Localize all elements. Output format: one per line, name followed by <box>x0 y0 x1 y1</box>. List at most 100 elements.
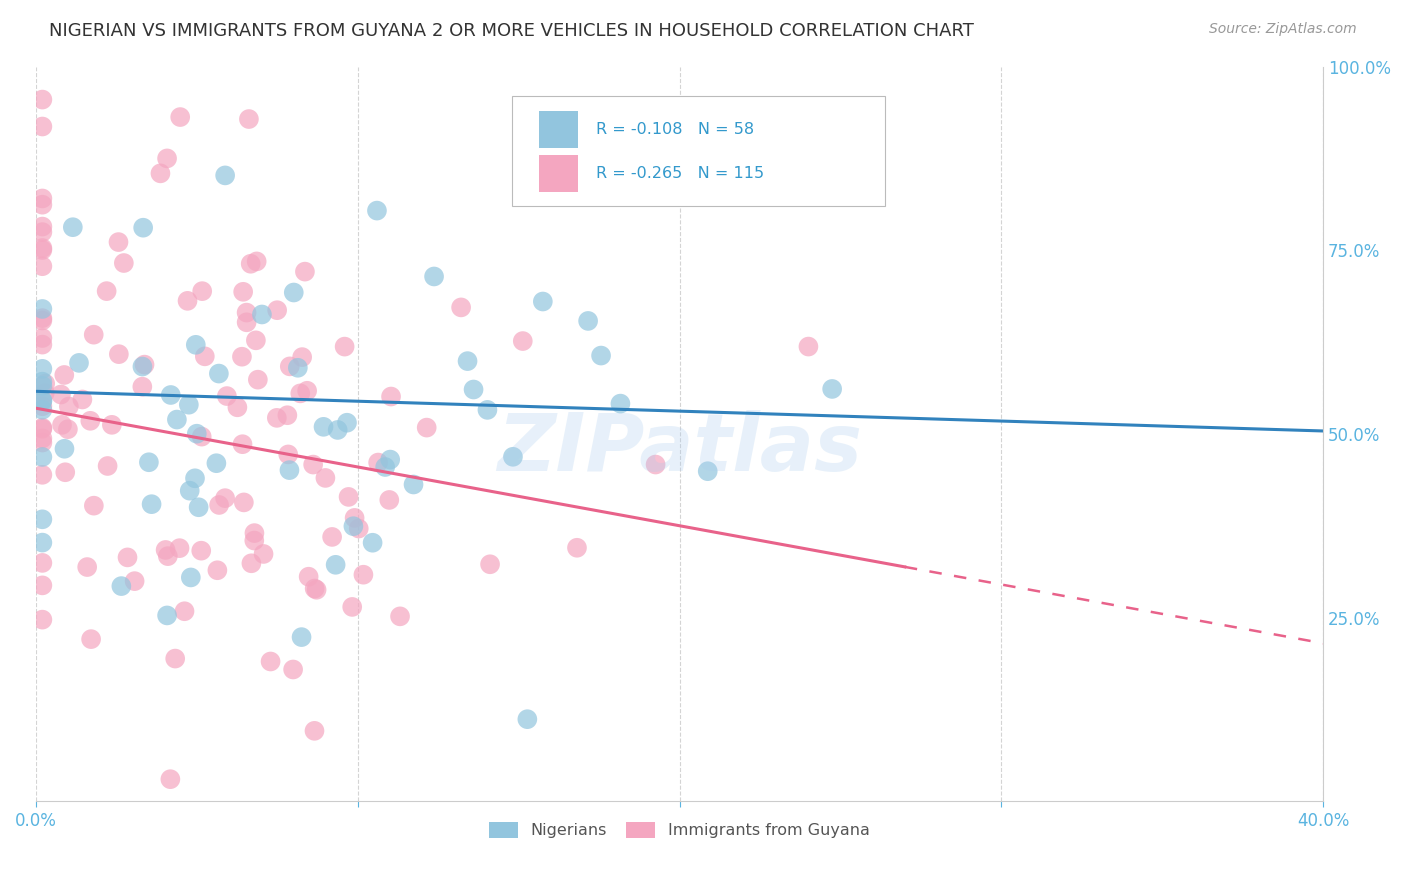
Point <box>266 410 288 425</box>
Point <box>232 285 254 299</box>
Point <box>231 437 253 451</box>
Point <box>304 582 326 596</box>
Point <box>214 169 236 183</box>
Point <box>347 522 370 536</box>
Point <box>31 241 53 255</box>
Point <box>797 340 820 354</box>
Point <box>457 354 479 368</box>
Point <box>380 452 402 467</box>
Point <box>108 347 131 361</box>
Point <box>169 541 191 556</box>
Point <box>343 511 366 525</box>
Point <box>190 543 212 558</box>
Point <box>76 560 98 574</box>
Point <box>176 293 198 308</box>
Point <box>31 219 53 234</box>
Point <box>53 368 76 382</box>
Point <box>67 356 90 370</box>
Legend: Nigerians, Immigrants from Guyana: Nigerians, Immigrants from Guyana <box>482 816 876 845</box>
Point <box>31 556 53 570</box>
Point <box>34 376 56 391</box>
Point <box>31 313 53 327</box>
Point <box>31 361 53 376</box>
Point <box>79 414 101 428</box>
Point <box>169 110 191 124</box>
Point <box>609 396 631 410</box>
Point <box>156 152 179 166</box>
Point <box>644 458 666 472</box>
Point <box>246 254 269 268</box>
Point <box>305 582 328 597</box>
Point <box>31 120 53 134</box>
Point <box>159 772 181 787</box>
Point <box>31 422 53 436</box>
Point <box>83 327 105 342</box>
Point <box>101 417 124 432</box>
Point <box>367 456 389 470</box>
Point <box>259 655 281 669</box>
Point <box>72 392 94 407</box>
Point <box>342 519 364 533</box>
Point <box>31 331 53 345</box>
Point <box>191 284 214 298</box>
Point <box>243 526 266 541</box>
Point <box>380 390 402 404</box>
Point <box>304 723 326 738</box>
FancyBboxPatch shape <box>512 96 886 206</box>
Point <box>415 420 437 434</box>
Point <box>291 350 314 364</box>
Point <box>31 450 53 464</box>
Point <box>31 613 53 627</box>
Text: R = -0.108   N = 58: R = -0.108 N = 58 <box>596 122 754 137</box>
Point <box>131 380 153 394</box>
Point <box>184 471 207 485</box>
Point <box>96 284 118 298</box>
Point <box>124 574 146 588</box>
Point <box>31 467 53 482</box>
Point <box>389 609 412 624</box>
Point <box>235 315 257 329</box>
Point <box>187 500 209 515</box>
Point <box>232 495 254 509</box>
Point <box>112 256 135 270</box>
Point <box>479 558 502 572</box>
Point <box>190 429 212 443</box>
Point <box>290 386 312 401</box>
Point <box>117 550 139 565</box>
Point <box>83 499 105 513</box>
Point <box>278 463 301 477</box>
Point <box>565 541 588 555</box>
Point <box>252 547 274 561</box>
Point <box>235 305 257 319</box>
Point <box>325 558 347 572</box>
Point <box>281 663 304 677</box>
Point <box>208 367 231 381</box>
Point <box>361 535 384 549</box>
Point <box>31 375 53 389</box>
Point <box>240 556 263 570</box>
Point <box>80 632 103 647</box>
Text: NIGERIAN VS IMMIGRANTS FROM GUYANA 2 OR MORE VEHICLES IN HOUSEHOLD CORRELATION C: NIGERIAN VS IMMIGRANTS FROM GUYANA 2 OR … <box>49 22 974 40</box>
Point <box>149 166 172 180</box>
Point <box>53 442 76 456</box>
Point <box>31 301 53 316</box>
Text: Source: ZipAtlas.com: Source: ZipAtlas.com <box>1209 22 1357 37</box>
FancyBboxPatch shape <box>540 155 578 192</box>
Point <box>696 464 718 478</box>
Point <box>294 265 316 279</box>
Point <box>165 651 187 665</box>
Point <box>231 350 253 364</box>
Point <box>326 423 349 437</box>
Point <box>31 535 53 549</box>
Point <box>31 432 53 446</box>
Point <box>31 379 53 393</box>
Point <box>177 398 200 412</box>
Point <box>155 543 177 558</box>
Point <box>34 386 56 401</box>
Point <box>333 340 356 354</box>
Point <box>477 403 499 417</box>
Point <box>156 608 179 623</box>
Point <box>31 93 53 107</box>
Point <box>374 460 396 475</box>
Point <box>31 394 53 409</box>
